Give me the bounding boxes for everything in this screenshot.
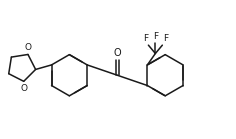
- Text: F: F: [143, 34, 148, 43]
- Text: F: F: [163, 34, 168, 43]
- Text: F: F: [153, 32, 158, 41]
- Text: O: O: [114, 48, 121, 58]
- Text: O: O: [25, 43, 32, 52]
- Text: O: O: [21, 84, 28, 93]
